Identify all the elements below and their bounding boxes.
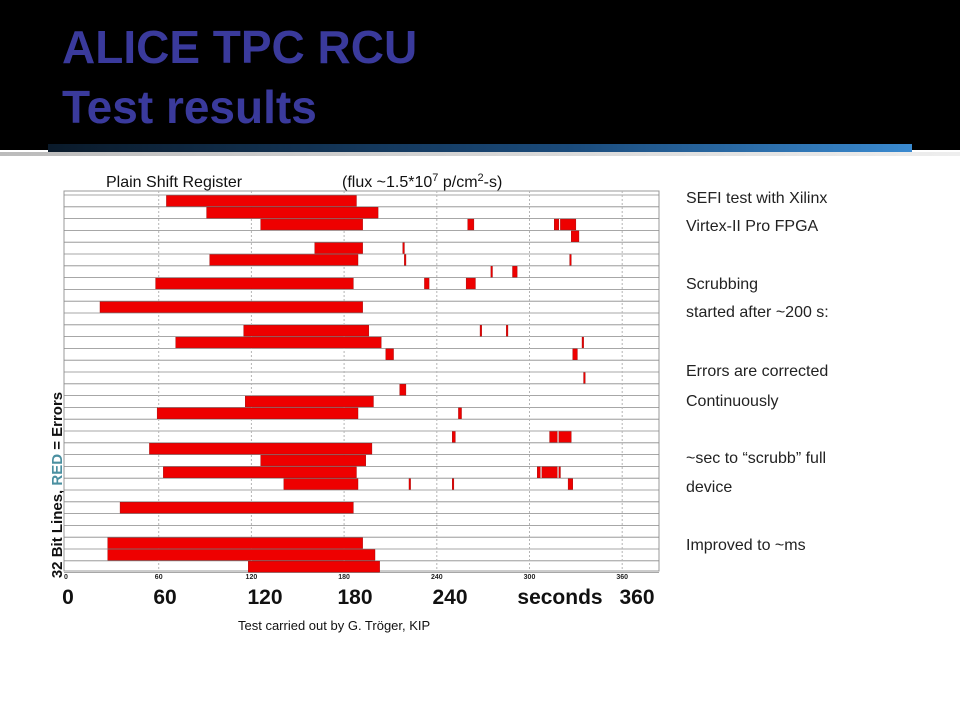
y-axis-label-post: = Errors	[49, 392, 66, 454]
x-tick-label-small: 0	[64, 574, 68, 581]
accent-bar	[48, 144, 912, 152]
error-segment	[107, 549, 376, 561]
flux-text-pre: (flux ~1.5*10	[342, 174, 432, 191]
note-improved: Improved to ~ms	[686, 537, 806, 554]
error-segment	[452, 478, 455, 490]
error-segment	[119, 502, 354, 514]
error-segment	[149, 443, 373, 455]
x-tick-label: 120	[247, 586, 282, 609]
error-segment	[424, 277, 430, 290]
x-tick-label-small: 120	[246, 574, 258, 581]
x-tick-label: 180	[337, 586, 372, 609]
x-tick-label-small: 240	[431, 574, 443, 581]
note-continuously: Continuously	[686, 393, 779, 410]
flux-text-mid: p/cm	[438, 174, 477, 191]
error-segment	[408, 478, 411, 490]
flux-text-post: -s)	[484, 174, 503, 191]
error-segment	[549, 431, 558, 443]
note-scrub-time: ~sec to “scrubb” full	[686, 450, 827, 467]
slide-subtitle: Test results	[62, 81, 317, 133]
y-axis-label-pre: 32 Bit Lines,	[49, 486, 66, 579]
x-tick-label-small: 60	[155, 574, 163, 581]
error-segment	[209, 254, 359, 266]
note-fpga: Virtex-II Pro FPGA	[686, 218, 819, 235]
error-segment	[558, 466, 561, 478]
error-segment	[458, 407, 462, 419]
error-segment	[554, 218, 560, 231]
error-chart: Plain Shift Register (flux ~1.5*107 p/cm…	[49, 172, 660, 609]
y-axis-label: 32 Bit Lines, RED = Errors	[49, 392, 66, 578]
row-lines	[64, 194, 659, 574]
error-segment	[490, 266, 493, 278]
credit-note: Test carried out by G. Tröger, KIP	[238, 618, 431, 633]
chart-title-right: (flux ~1.5*107 p/cm2-s)	[342, 172, 502, 191]
error-segment	[166, 195, 357, 207]
y-axis-label-red: RED	[49, 454, 66, 486]
error-segment	[245, 395, 374, 408]
error-segment	[571, 230, 580, 242]
x-tick-label-small: 360	[616, 574, 628, 581]
note-errors-corrected: Errors are corrected	[686, 363, 829, 380]
flux-exp1: 7	[432, 172, 438, 184]
error-segment	[512, 266, 518, 278]
error-segment	[572, 348, 578, 360]
error-segment	[385, 348, 394, 360]
error-segment	[399, 384, 407, 396]
error-segment	[206, 207, 379, 219]
error-segment	[560, 218, 577, 231]
error-segment	[541, 466, 558, 478]
error-segment	[569, 254, 572, 266]
error-segment	[163, 466, 357, 478]
x-tick-label: 0	[62, 586, 74, 609]
note-device: device	[686, 479, 733, 496]
error-segment	[248, 561, 380, 573]
flux-exp2: 2	[478, 172, 484, 184]
error-segment	[260, 454, 366, 467]
error-segment	[156, 407, 359, 419]
error-segment	[506, 325, 509, 337]
error-segment	[465, 277, 476, 290]
error-segment	[155, 277, 354, 290]
error-segments	[99, 195, 586, 573]
error-segment	[243, 325, 370, 337]
error-segment	[467, 218, 475, 231]
divider	[0, 152, 960, 156]
x-tick-label: 240	[432, 586, 467, 609]
error-segment	[583, 372, 586, 384]
error-segment	[283, 478, 359, 490]
error-segment	[107, 537, 363, 549]
note-scrubbing: Scrubbing	[686, 276, 759, 293]
error-segment	[479, 325, 482, 337]
error-segment	[175, 336, 382, 349]
error-segment	[567, 478, 573, 490]
x-tick-label: seconds	[517, 586, 602, 609]
x-tick-label: 60	[153, 586, 176, 609]
x-tick-labels-small: 0 60 120 180 240 300 360	[64, 574, 628, 581]
error-segment	[404, 254, 407, 266]
title-banner: ALICE TPC RCU Test results	[0, 0, 960, 150]
error-segment	[402, 242, 405, 254]
x-tick-label-small: 300	[524, 574, 536, 581]
error-segment	[537, 466, 541, 478]
error-segment	[99, 301, 363, 313]
error-segment	[558, 431, 572, 443]
x-tick-labels-large: 0 60 120 180 240 seconds 360	[62, 586, 654, 609]
error-segment	[260, 218, 363, 231]
x-tick-label: 360	[619, 586, 654, 609]
slide-title: ALICE TPC RCU	[62, 21, 418, 73]
error-segment	[581, 336, 584, 349]
chart-title-left: Plain Shift Register	[106, 174, 243, 191]
note-sefi-test: SEFI test with Xilinx	[686, 190, 828, 207]
x-tick-label-small: 180	[338, 574, 350, 581]
note-scrub-start: started after ~200 s:	[686, 304, 829, 321]
error-segment	[452, 431, 456, 443]
error-segment	[314, 242, 363, 254]
